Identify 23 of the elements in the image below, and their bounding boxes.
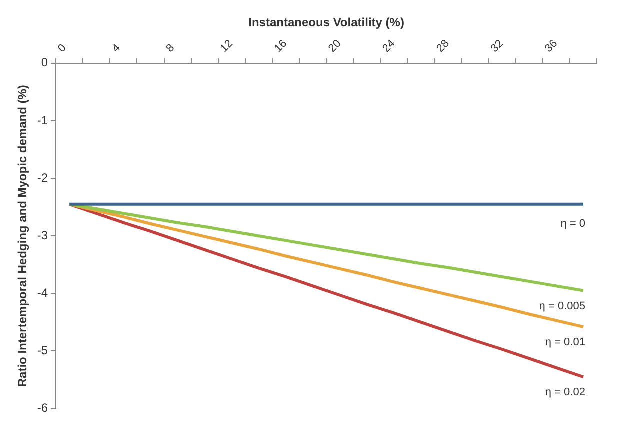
y-tick-label: -2 bbox=[37, 170, 48, 185]
x-tick-label: 36 bbox=[542, 38, 560, 55]
x-tick-label: 32 bbox=[488, 38, 506, 55]
y-axis-title: Ratio Intertemporal Hedging and Myopic demand (%) bbox=[16, 85, 30, 388]
x-tick-label: 12 bbox=[218, 38, 236, 55]
series-label: η = 0.02 bbox=[545, 386, 586, 399]
y-tick-label: 0 bbox=[41, 56, 48, 70]
x-tick-label: 24 bbox=[380, 38, 398, 55]
y-tick-label: -1 bbox=[37, 113, 48, 128]
y-tick-label: -5 bbox=[37, 344, 48, 358]
x-axis-title: Instantaneous Volatility (%) bbox=[248, 16, 404, 30]
y-tick-label: -6 bbox=[37, 401, 48, 416]
x-tick-label: 28 bbox=[434, 38, 452, 55]
series-label: η = 0.01 bbox=[545, 336, 586, 349]
x-tick-label: 20 bbox=[326, 38, 344, 55]
x-tick-label: 0 bbox=[56, 42, 69, 55]
y-tick-label: -3 bbox=[37, 228, 48, 242]
x-tick-label: 8 bbox=[164, 42, 178, 55]
series-label: η = 0 bbox=[560, 218, 586, 230]
y-tick-label: -4 bbox=[37, 286, 48, 300]
x-tick-label: 16 bbox=[272, 38, 290, 55]
x-tick-label: 4 bbox=[110, 42, 123, 55]
series-label: η = 0.005 bbox=[539, 300, 586, 312]
